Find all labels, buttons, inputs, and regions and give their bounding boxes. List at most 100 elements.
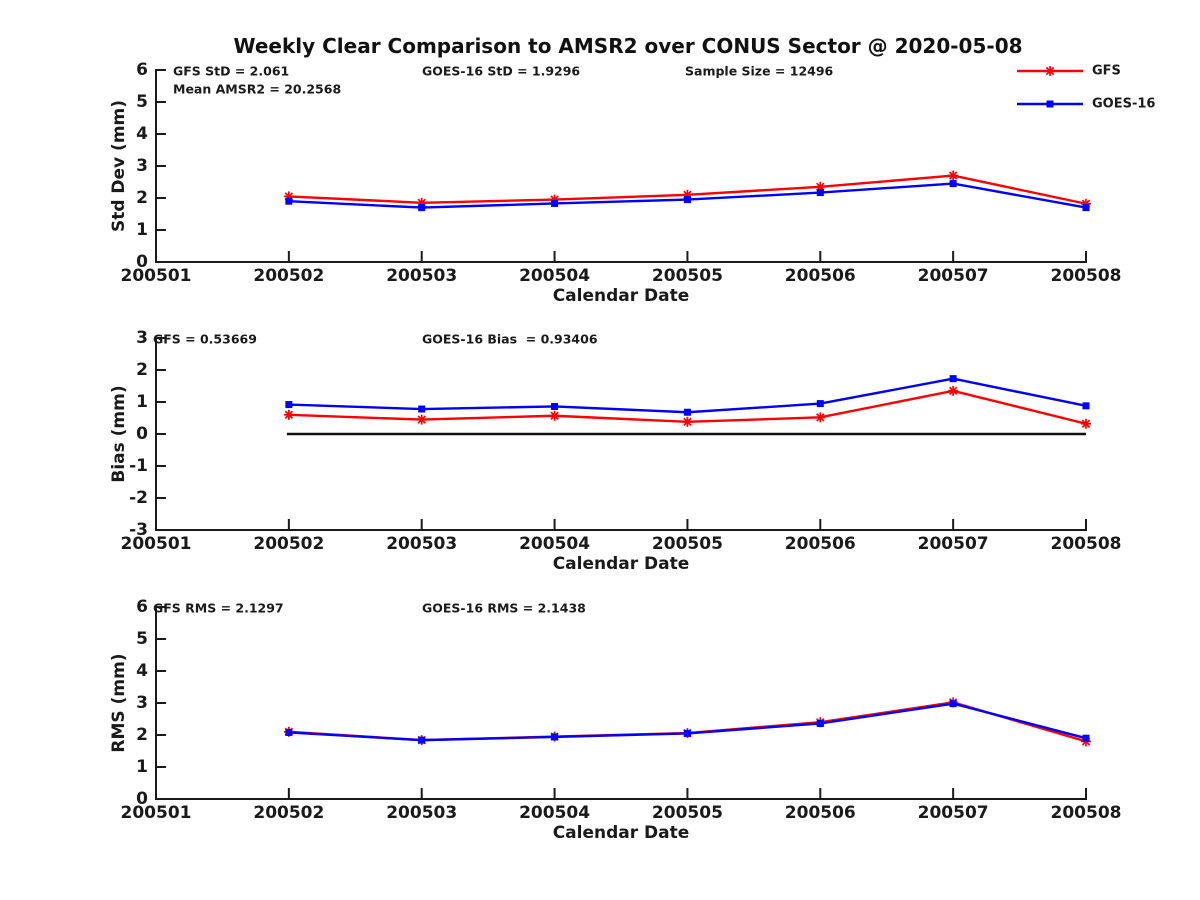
square-marker (683, 196, 691, 204)
y-tick-label: -3 (129, 520, 148, 540)
marker-arm (948, 386, 958, 396)
bias-annotation: GOES-16 Bias = 0.93406 (422, 332, 598, 347)
x-tick-label: 200508 (1051, 266, 1122, 286)
rms-plot: 0 1 2 3 4 5 6 200501 200502 200503 200504 200505 200… (109, 597, 1121, 843)
x-tick-label: 200503 (386, 534, 457, 554)
y-tick-label: 4 (136, 661, 148, 681)
marker-arm (417, 415, 426, 424)
x-tick-label: 200506 (785, 803, 856, 823)
marker-arm (550, 411, 559, 420)
marker-arm (948, 171, 958, 180)
asterisk-marker (549, 410, 560, 421)
square-marker (949, 180, 957, 188)
legend-label-gfs: GFS (1092, 64, 1121, 79)
y-tick-label: 5 (136, 629, 148, 649)
marker-arm (1045, 66, 1055, 76)
x-tick-label: 200504 (519, 803, 590, 823)
x-tick-label: 200506 (785, 266, 856, 286)
x-tick-label: 200503 (386, 266, 457, 286)
y-axis-title: Bias (mm) (109, 385, 129, 482)
y-tick-label: 1 (136, 757, 148, 777)
square-marker (418, 204, 426, 212)
std-dev-annotation: GFS StD = 2.061 (173, 64, 289, 79)
square-marker (949, 375, 957, 383)
square-marker (551, 199, 559, 207)
x-tick-label: 200505 (652, 266, 723, 286)
y-axis-title: RMS (mm) (109, 653, 129, 752)
asterisk-marker (283, 409, 294, 420)
x-tick-label: 200505 (652, 803, 723, 823)
x-tick-label: 200501 (121, 534, 192, 554)
y-axis-title: Std Dev (mm) (109, 100, 129, 232)
square-marker (285, 728, 293, 736)
y-tick-label: 0 (136, 252, 148, 272)
x-tick-label: 200508 (1051, 803, 1122, 823)
legend-label-goes-16: GOES-16 (1092, 97, 1155, 112)
y-tick-label: 2 (136, 360, 148, 380)
x-tick-label: 200502 (253, 266, 324, 286)
square-marker (683, 408, 691, 416)
x-tick-label: 200504 (519, 266, 590, 286)
x-tick-label: 200504 (519, 534, 590, 554)
x-axis-title: Calendar Date (553, 823, 690, 843)
marker-arm (1081, 419, 1091, 428)
y-tick-label: 3 (136, 328, 148, 348)
asterisk-marker (1045, 66, 1055, 76)
x-tick-label: 200507 (918, 534, 989, 554)
x-tick-label: 200501 (121, 266, 192, 286)
legend: GFS GOES-16 (1017, 64, 1155, 112)
square-marker (816, 719, 824, 727)
figure-title: Weekly Clear Comparison to AMSR2 over CO… (233, 34, 1023, 58)
y-tick-label: 0 (136, 424, 148, 444)
y-tick-label: 3 (136, 156, 148, 176)
std-dev-annotation: Mean AMSR2 = 20.2568 (173, 82, 341, 97)
y-tick-label: 6 (136, 597, 148, 617)
marker-arm (683, 417, 692, 427)
x-tick-label: 200502 (253, 803, 324, 823)
square-marker (816, 189, 824, 197)
x-tick-label: 200507 (918, 266, 989, 286)
square-marker (418, 736, 426, 744)
x-tick-label: 200502 (253, 534, 324, 554)
square-marker (1046, 100, 1054, 108)
asterisk-marker (1081, 418, 1091, 429)
square-marker (551, 733, 559, 741)
marker-arm (816, 413, 825, 422)
y-tick-label: 2 (136, 188, 148, 208)
square-marker (418, 405, 426, 413)
square-marker (285, 197, 293, 205)
x-axis-title: Calendar Date (553, 554, 690, 574)
square-marker (816, 400, 824, 408)
asterisk-marker (948, 385, 959, 396)
rms-annotation: GOES-16 RMS = 2.1438 (422, 601, 586, 616)
bias-plot: -3 -2 -1 0 1 2 3 200501 200502 200503 200504 200505… (109, 328, 1121, 574)
series-line-goes-16 (288, 377, 1087, 414)
rms-annotation: GFS RMS = 2.1297 (153, 601, 284, 616)
y-tick-label: 6 (136, 60, 148, 80)
square-marker (683, 729, 691, 737)
square-marker (551, 402, 559, 410)
square-marker (285, 401, 293, 409)
y-tick-label: 1 (136, 392, 148, 412)
y-tick-label: 1 (136, 220, 148, 240)
y-tick-label: -1 (129, 456, 148, 476)
y-tick-label: 0 (136, 789, 148, 809)
y-tick-label: 5 (136, 92, 148, 112)
bias-annotation: GFS = 0.53669 (153, 332, 257, 347)
x-tick-label: 200506 (785, 534, 856, 554)
x-tick-label: 200501 (121, 803, 192, 823)
y-tick-label: -2 (129, 488, 148, 508)
x-axis-title: Calendar Date (553, 286, 690, 306)
asterisk-marker (682, 416, 693, 427)
square-marker (1082, 204, 1090, 212)
x-tick-label: 200508 (1051, 534, 1122, 554)
std-dev-annotation: GOES-16 StD = 1.9296 (422, 64, 580, 79)
marker-arm (284, 410, 294, 420)
y-tick-label: 3 (136, 693, 148, 713)
square-marker (1082, 734, 1090, 742)
square-marker (1082, 402, 1090, 410)
asterisk-marker (948, 170, 959, 181)
asterisk-marker (416, 414, 427, 425)
